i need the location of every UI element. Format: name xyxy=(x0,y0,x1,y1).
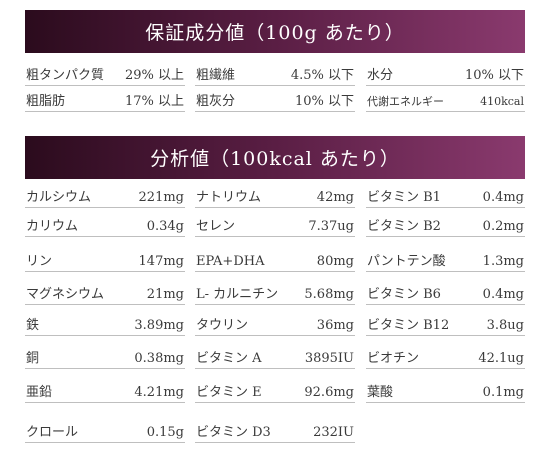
nutrient-row: 銅 0.38mg xyxy=(25,347,185,369)
nutrient-row: 代謝エネルギー 410kcal xyxy=(366,90,525,112)
nutrient-label: L- カルニチン xyxy=(196,287,279,302)
nutrient-label: 銅 xyxy=(26,351,40,366)
nutrient-row: 水分 10% 以下 xyxy=(366,64,525,86)
nutrient-row: マグネシウム 21mg xyxy=(25,283,185,305)
nutrient-row: ビタミン E 92.6mg xyxy=(195,381,355,403)
nutrient-row: ナトリウム 42mg xyxy=(195,186,355,208)
nutrient-label: カルシウム xyxy=(26,190,92,205)
nutrient-value: 3895IU xyxy=(304,351,354,366)
nutrient-label: タウリン xyxy=(196,318,249,333)
nutrient-label: 代謝エネルギー xyxy=(367,95,444,108)
nutrient-label: 亜鉛 xyxy=(26,385,53,400)
nutrient-label: マグネシウム xyxy=(26,287,105,302)
nutrient-label: セレン xyxy=(196,219,236,234)
nutrient-value: 29% 以上 xyxy=(124,68,184,83)
nutrient-value: 17% 以上 xyxy=(124,94,184,109)
nutrient-label: ビオチン xyxy=(367,351,420,366)
nutrient-row: ビオチン 42.1ug xyxy=(366,347,525,369)
nutrient-value: 0.4mg xyxy=(482,190,524,205)
nutrient-label: ビタミン B1 xyxy=(367,190,441,205)
nutrient-row: カルシウム 221mg xyxy=(25,186,185,208)
nutrient-value: 42mg xyxy=(316,190,354,205)
nutrient-row: EPA+DHA 80mg xyxy=(195,250,355,272)
nutrient-label: ナトリウム xyxy=(196,190,262,205)
nutrient-label: 水分 xyxy=(367,68,394,83)
nutrient-row: セレン 7.37ug xyxy=(195,215,355,237)
analysis-title-text: 分析値（100kcal あたり） xyxy=(150,148,400,170)
guaranteed-analysis-title: 保証成分値（100g あたり） xyxy=(25,10,525,53)
nutrient-row: ビタミン D3 232IU xyxy=(195,421,355,443)
nutrient-value: 7.37ug xyxy=(308,219,354,234)
nutrient-value: 42.1ug xyxy=(478,351,524,366)
nutrient-value: 0.2mg xyxy=(482,219,524,234)
nutrient-row: 粗タンパク質 29% 以上 xyxy=(25,64,185,86)
nutrient-row: ビタミン A 3895IU xyxy=(195,347,355,369)
nutrient-value: 92.6mg xyxy=(304,385,354,400)
nutrient-label: 葉酸 xyxy=(367,385,394,400)
nutrient-label: 粗灰分 xyxy=(196,94,236,109)
nutrient-value: 0.4mg xyxy=(482,287,524,302)
nutrient-value: 10% 以下 xyxy=(294,94,354,109)
nutrient-row: 亜鉛 4.21mg xyxy=(25,381,185,403)
nutrient-label: 粗タンパク質 xyxy=(26,68,105,83)
nutrient-label: 粗繊維 xyxy=(196,68,236,83)
nutrient-label: パントテン酸 xyxy=(367,254,446,269)
nutrient-row: 葉酸 0.1mg xyxy=(366,381,525,403)
nutrient-value: 147mg xyxy=(138,254,184,269)
nutrient-value: 232IU xyxy=(313,425,354,440)
nutrient-label: クロール xyxy=(26,425,79,440)
nutrient-label: ビタミン B2 xyxy=(367,219,441,234)
nutrient-label: リン xyxy=(26,254,53,269)
nutrient-value: 3.89mg xyxy=(134,318,184,333)
nutrient-value: 0.34g xyxy=(146,219,184,234)
nutrient-label: 粗脂肪 xyxy=(26,94,66,109)
nutrient-value: 36mg xyxy=(316,318,354,333)
nutrient-value: 10% 以下 xyxy=(464,68,524,83)
nutrient-row: ビタミン B12 3.8ug xyxy=(366,314,525,336)
nutrient-value: 3.8ug xyxy=(486,318,524,333)
nutrient-value: 4.5% 以下 xyxy=(290,68,354,83)
nutrient-row: クロール 0.15g xyxy=(25,421,185,443)
nutrient-label: 鉄 xyxy=(26,318,40,333)
nutrient-value: 1.3mg xyxy=(482,254,524,269)
analysis-title: 分析値（100kcal あたり） xyxy=(25,136,525,179)
nutrient-value: 80mg xyxy=(316,254,354,269)
nutrient-row: 鉄 3.89mg xyxy=(25,314,185,336)
nutrient-value: 4.21mg xyxy=(134,385,184,400)
nutrient-row: ビタミン B1 0.4mg xyxy=(366,186,525,208)
nutrient-label: EPA+DHA xyxy=(196,254,265,269)
nutrient-label: カリウム xyxy=(26,219,79,234)
nutrient-value: 0.38mg xyxy=(134,351,184,366)
nutrient-row: 粗脂肪 17% 以上 xyxy=(25,90,185,112)
nutrient-row: ビタミン B2 0.2mg xyxy=(366,215,525,237)
nutrient-value: 21mg xyxy=(146,287,184,302)
nutrient-row: ビタミン B6 0.4mg xyxy=(366,283,525,305)
nutrient-value: 221mg xyxy=(138,190,184,205)
nutrient-row: カリウム 0.34g xyxy=(25,215,185,237)
nutrient-label: ビタミン D3 xyxy=(196,425,271,440)
nutrient-row: 粗繊維 4.5% 以下 xyxy=(195,64,355,86)
nutrient-value: 0.1mg xyxy=(482,385,524,400)
nutrient-label: ビタミン B6 xyxy=(367,287,441,302)
guaranteed-analysis-title-text: 保証成分値（100g あたり） xyxy=(145,22,405,44)
nutrient-value: 5.68mg xyxy=(304,287,354,302)
nutrient-row: 粗灰分 10% 以下 xyxy=(195,90,355,112)
nutrient-row: パントテン酸 1.3mg xyxy=(366,250,525,272)
nutrient-label: ビタミン E xyxy=(196,385,262,400)
nutrient-row: タウリン 36mg xyxy=(195,314,355,336)
nutrient-row: L- カルニチン 5.68mg xyxy=(195,283,355,305)
nutrient-value: 410kcal xyxy=(480,95,524,108)
nutrient-value: 0.15g xyxy=(146,425,184,440)
nutrient-label: ビタミン A xyxy=(196,351,262,366)
nutrient-label: ビタミン B12 xyxy=(367,318,450,333)
nutrient-row: リン 147mg xyxy=(25,250,185,272)
